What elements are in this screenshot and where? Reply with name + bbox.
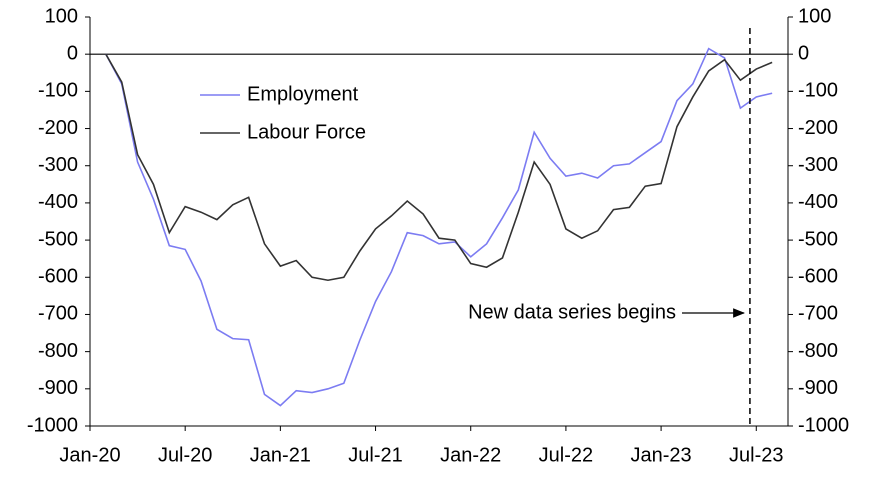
y2-tick-label: -500 — [798, 228, 838, 250]
x-tick-label: Jul-21 — [348, 444, 402, 466]
annotation-text: New data series begins — [468, 301, 676, 323]
y-tick-label: 100 — [45, 5, 78, 27]
y2-tick-label: -100 — [798, 80, 838, 102]
y-tick-label: -300 — [38, 154, 78, 176]
y2-tick-label: -600 — [798, 266, 838, 288]
y2-tick-label: -1000 — [798, 414, 849, 436]
x-tick-label: Jan-23 — [631, 444, 692, 466]
x-tick-label: Jul-20 — [158, 444, 212, 466]
x-tick-label: Jul-23 — [729, 444, 783, 466]
x-tick-label: Jan-20 — [59, 444, 120, 466]
y-tick-label: -800 — [38, 340, 78, 362]
series-line — [105, 47, 773, 407]
y2-tick-label: -400 — [798, 191, 838, 213]
y2-tick-label: -900 — [798, 377, 838, 399]
y-tick-label: -900 — [38, 377, 78, 399]
y2-tick-label: 100 — [798, 5, 831, 27]
y2-tick-label: -800 — [798, 340, 838, 362]
y-tick-label: -400 — [38, 191, 78, 213]
y2-tick-label: 0 — [798, 42, 809, 64]
y2-tick-label: -700 — [798, 303, 838, 325]
y-tick-label: -500 — [38, 228, 78, 250]
y-tick-label: -1000 — [27, 414, 78, 436]
y-tick-label: 0 — [67, 42, 78, 64]
x-tick-label: Jan-22 — [440, 444, 501, 466]
x-tick-label: Jan-21 — [250, 444, 311, 466]
y2-tick-label: -200 — [798, 117, 838, 139]
y2-tick-label: -300 — [798, 154, 838, 176]
x-tick-label: Jul-22 — [539, 444, 593, 466]
legend-label: Labour Force — [247, 121, 366, 143]
y-tick-label: -700 — [38, 303, 78, 325]
y-tick-label: -100 — [38, 80, 78, 102]
legend-label: Employment — [247, 83, 359, 105]
y-tick-label: -200 — [38, 117, 78, 139]
series-line — [105, 53, 773, 282]
y-tick-label: -600 — [38, 266, 78, 288]
